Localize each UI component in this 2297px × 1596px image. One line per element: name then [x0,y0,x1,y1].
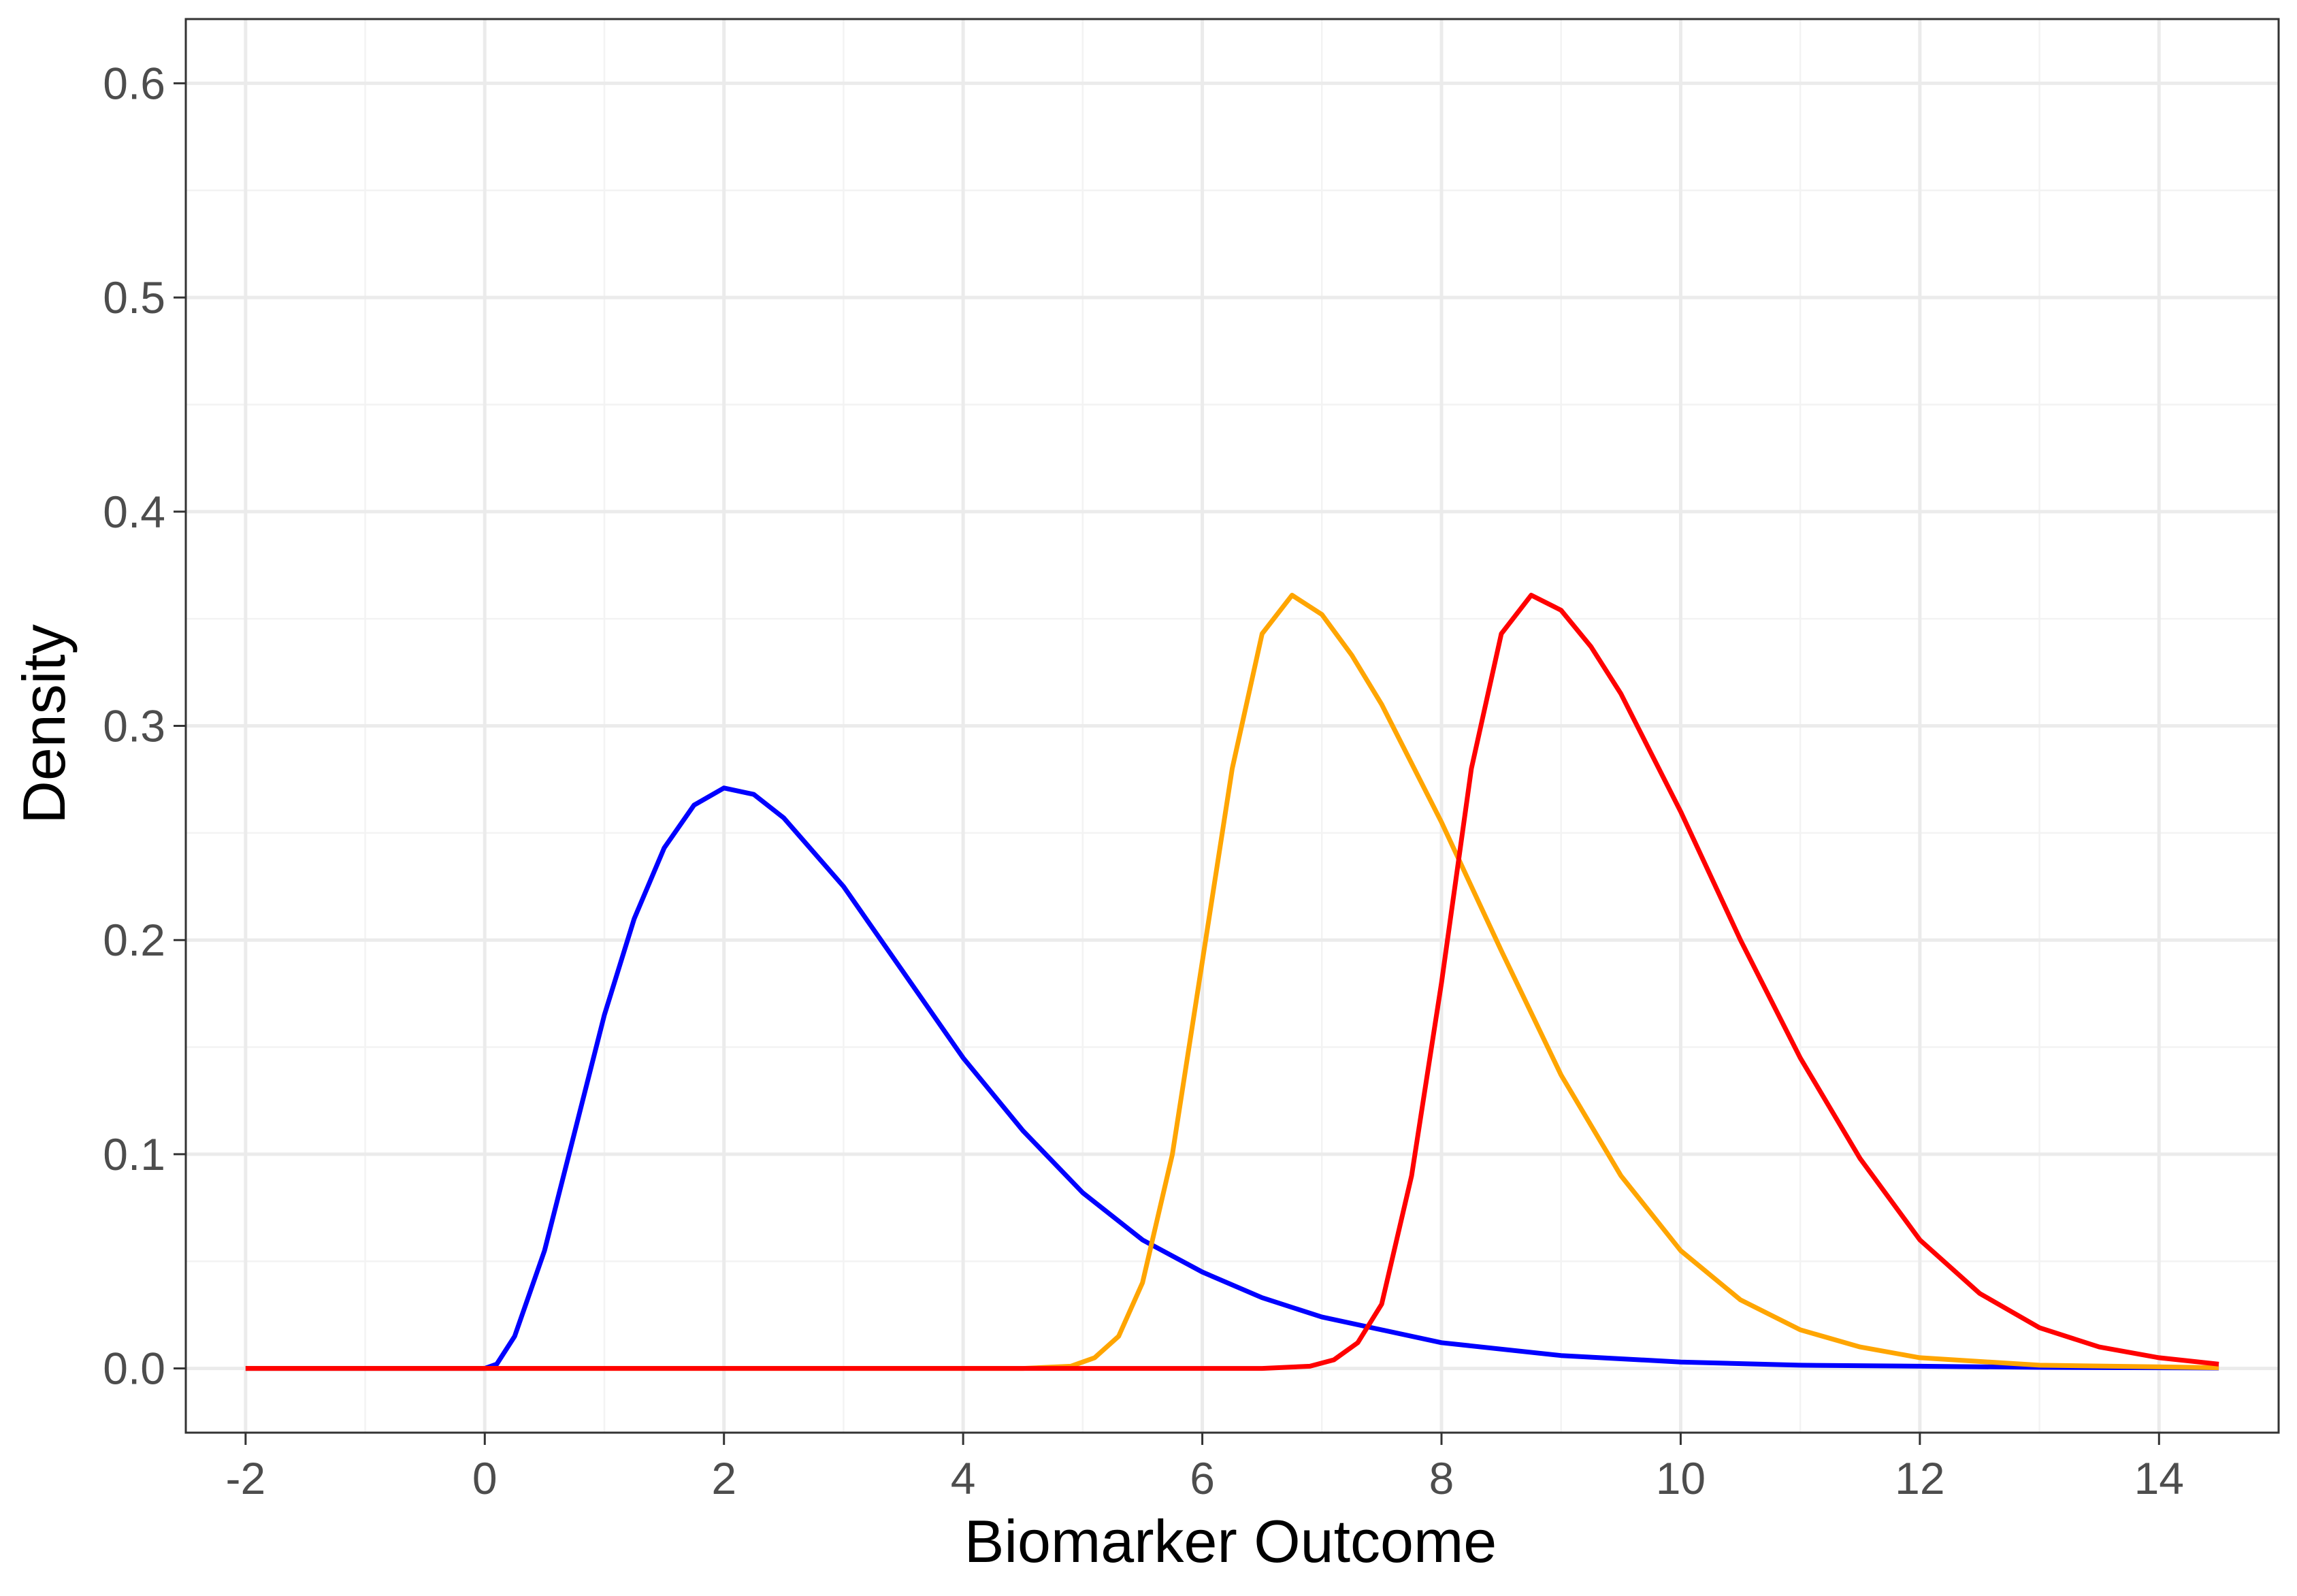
y-tick-label: 0.6 [103,58,165,108]
x-tick-label: 12 [1895,1453,1944,1503]
y-tick-label: 0.2 [103,915,165,965]
y-tick-label: 0.4 [103,487,165,537]
density-curve-3 [245,593,2219,1371]
x-tick-label: 14 [2134,1453,2184,1503]
y-tick-label: 0.3 [103,701,165,751]
x-tick-label: 2 [711,1453,736,1503]
x-axis-title: Biomarker Outcome [964,1508,1497,1575]
x-tick-label: 10 [1656,1453,1706,1503]
x-tick-label: 6 [1190,1453,1215,1503]
x-tick-label: 0 [472,1453,498,1503]
y-axis-tick-labels: 0.0 0.1 0.2 0.3 0.4 0.5 0.6 [103,58,165,1393]
density-curve-2 [245,593,2219,1371]
density-curve-1 [245,785,2219,1371]
x-tick-label: 8 [1429,1453,1454,1503]
y-tick-label: 0.1 [103,1129,165,1179]
axis-ticks [174,82,2160,1445]
x-tick-label: -2 [226,1453,266,1503]
y-axis-title: Density [10,624,78,824]
series-lines [245,593,2219,1371]
plot-grid [186,19,2279,1433]
x-axis-tick-labels: -2 0 2 4 6 8 10 12 14 [226,1453,2184,1503]
x-tick-label: 4 [951,1453,976,1503]
y-tick-label: 0.0 [103,1343,165,1394]
y-tick-label: 0.5 [103,272,165,323]
